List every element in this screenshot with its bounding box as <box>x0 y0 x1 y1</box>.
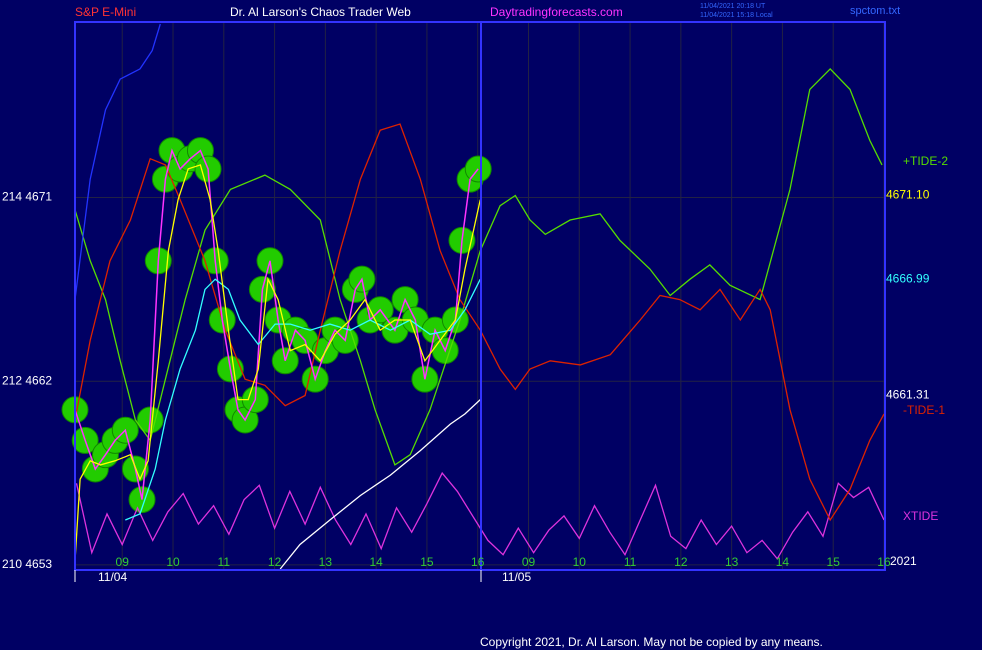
x-tick-label: 12 <box>268 555 282 569</box>
copyright: Copyright 2021, Dr. Al Larson. May not b… <box>480 635 823 649</box>
x-tick-label: 16 <box>471 555 485 569</box>
legend-label: -TIDE-1 <box>903 403 945 417</box>
x-tick-label: 11 <box>624 555 637 569</box>
year: 2021 <box>890 554 917 568</box>
end-value-label: 4666.99 <box>886 272 930 286</box>
series-line <box>74 164 481 561</box>
x-tick-label: 14 <box>369 555 383 569</box>
file-name: spctom.txt <box>850 5 900 17</box>
date-label: 11/04 <box>98 570 127 584</box>
legend-label: +TIDE-2 <box>903 154 948 168</box>
timestamp: 11/04/2021 20:18 UT <box>700 3 766 10</box>
timestamp: 11/04/2021 15:18 Local <box>700 12 773 19</box>
grid <box>75 22 885 570</box>
x-tick-label: 10 <box>166 555 180 569</box>
y-tick-label: 214 4671 <box>2 190 52 204</box>
x-tick-label: 09 <box>522 555 536 569</box>
chart-title: Dr. Al Larson's Chaos Trader Web <box>230 5 411 19</box>
plot <box>61 23 885 570</box>
series-line <box>74 148 479 500</box>
x-tick-label: 11 <box>218 555 231 569</box>
end-value-label: 4661.31 <box>886 387 930 401</box>
legend-label: XTIDE <box>903 509 938 523</box>
x-tick-label: 15 <box>420 555 434 569</box>
x-tick-label: 15 <box>827 555 841 569</box>
series-line <box>74 123 885 522</box>
series-line <box>279 399 481 570</box>
x-tick-label: 09 <box>116 555 130 569</box>
series-line <box>74 23 161 300</box>
site: Daytradingforecasts.com <box>490 5 623 19</box>
x-tick-label: 16 <box>877 555 891 569</box>
x-tick-label: 12 <box>674 555 688 569</box>
x-tick-label: 14 <box>776 555 790 569</box>
instrument: S&P E-Mini <box>75 5 136 19</box>
x-tick-label: 10 <box>573 555 587 569</box>
x-tick-label: 13 <box>319 555 333 569</box>
y-tick-label: 212 4662 <box>2 373 52 387</box>
y-tick-label: 210 4653 <box>2 557 52 571</box>
series-line <box>74 67 883 466</box>
end-value-label: 4671.10 <box>886 188 930 202</box>
date-label: 11/05 <box>502 570 531 584</box>
x-tick-label: 13 <box>725 555 739 569</box>
series-line <box>125 278 481 521</box>
